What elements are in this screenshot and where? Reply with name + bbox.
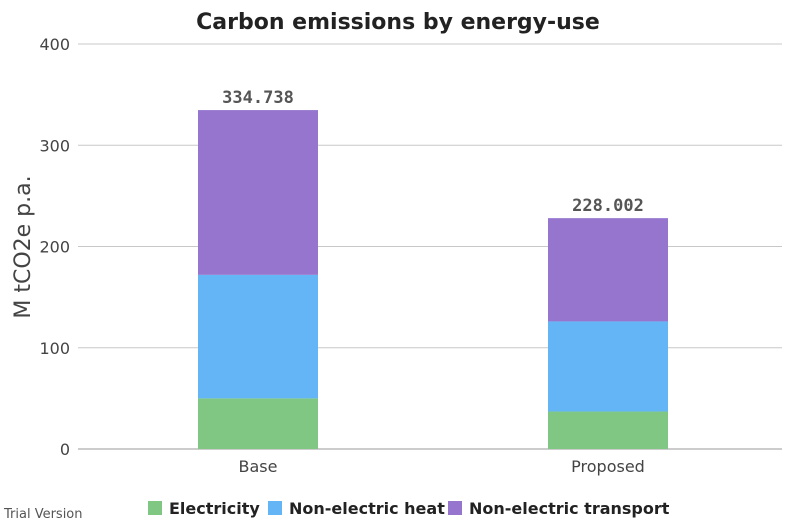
bar-heat (548, 321, 668, 412)
chart-title: Carbon emissions by energy-use (196, 10, 600, 35)
labels: 0 100 200 300 400 334.738 Base 228.002 Proposed (39, 35, 644, 476)
y-tick-label: 300 (39, 136, 70, 155)
bar-heat (198, 274, 318, 399)
legend-label-transport: Non-electric transport (469, 499, 670, 518)
y-tick-label: 100 (39, 339, 70, 358)
grid-lines (78, 43, 782, 450)
y-tick-label: 0 (60, 440, 70, 459)
y-axis-label: M tCO2e p.a. (11, 175, 36, 318)
y-tick-label: 200 (39, 238, 70, 257)
legend: Electricity Non-electric heat Non-electric… (148, 499, 670, 518)
watermark-text: Trial Version (3, 507, 83, 522)
bar-electricity (548, 411, 668, 449)
bars (198, 110, 668, 449)
bar-transport (548, 218, 668, 322)
bar-electricity (198, 398, 318, 449)
legend-swatch-heat (268, 501, 282, 515)
y-tick-label: 400 (39, 35, 70, 54)
bar-transport (198, 110, 318, 275)
x-tick-label: Proposed (571, 457, 645, 476)
legend-label-electricity: Electricity (169, 499, 260, 518)
legend-swatch-transport (448, 501, 462, 515)
legend-swatch-electricity (148, 501, 162, 515)
legend-label-heat: Non-electric heat (289, 499, 445, 518)
x-tick-label: Base (239, 457, 278, 476)
bar-total-label: 228.002 (572, 196, 644, 216)
bar-total-label: 334.738 (222, 88, 294, 108)
